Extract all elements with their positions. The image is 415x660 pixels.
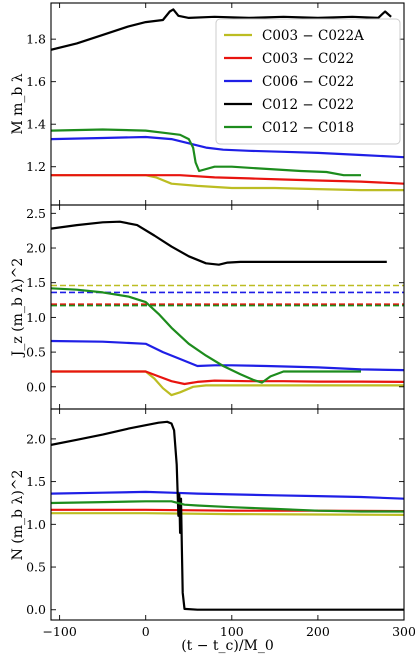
y-tick-label: 1.8 xyxy=(26,32,46,47)
x-tick-label: 100 xyxy=(220,624,244,639)
series-line-c012-c018 xyxy=(51,500,404,513)
y-tick-label: 2.0 xyxy=(26,241,46,256)
y-tick-label: 0.5 xyxy=(26,345,46,360)
y-axis-label: N (m_b λ)^2 xyxy=(10,470,26,561)
series-line-c006-c022 xyxy=(51,135,404,159)
y-tick-label: 1.5 xyxy=(26,275,46,290)
y-tick-label: 0.5 xyxy=(26,560,46,575)
series-line-c012-c018 xyxy=(51,287,361,384)
y-axis-label: M m_b λ xyxy=(10,73,26,134)
y-tick-label: 0.0 xyxy=(26,602,46,617)
x-tick-label: −100 xyxy=(42,624,76,639)
x-axis-label: (t − t_c)/M_0 xyxy=(181,638,274,654)
plot-frame xyxy=(50,408,405,621)
panel-1: 1.2 1.4 1.6 1.8 M m_b λ xyxy=(10,2,405,206)
plot-frame xyxy=(50,204,405,410)
legend-label: C006 − C022 xyxy=(262,74,354,90)
legend-box xyxy=(215,18,401,145)
panel-3: 0.0 0.5 1.0 1.5 2.0 −100 0 100 200 300 N (m_b λ)^2… xyxy=(10,408,415,654)
legend-label: C003 − C022 xyxy=(262,51,354,67)
y-tick-label: 1.0 xyxy=(26,517,46,532)
legend-label: C012 − C018 xyxy=(262,120,354,136)
series-line-c012-c022 xyxy=(51,420,404,611)
legend-label: C012 − C022 xyxy=(262,97,354,113)
series-line-c012-c022 xyxy=(51,220,387,266)
y-tick-label: 1.5 xyxy=(26,474,46,489)
series-line-c006-c022 xyxy=(51,490,404,500)
series-line-c003-c022a xyxy=(51,512,404,516)
y-tick-label: 0.0 xyxy=(26,379,46,394)
y-tick-label: 1.2 xyxy=(26,159,46,174)
series-line-c003-c022 xyxy=(51,370,404,386)
y-tick-label: 1.4 xyxy=(26,117,46,132)
x-tick-label: 300 xyxy=(392,624,415,639)
legend: C003 − C022A C003 − C022 C006 − C022 C012 −… xyxy=(215,18,401,145)
panel-2: 0.0 0.5 1.0 1.5 2.0 2.5 J_z (m_b λ)^2 xyxy=(10,204,405,410)
y-tick-label: 2.5 xyxy=(26,206,46,221)
y-tick-label: 2.0 xyxy=(26,431,46,446)
y-tick-label: 1.6 xyxy=(26,74,46,89)
series-line-c006-c022 xyxy=(51,339,404,372)
series-line-c003-c022a xyxy=(51,370,404,397)
y-axis-label: J_z (m_b λ)^2 xyxy=(10,258,26,359)
y-tick-label: 1.0 xyxy=(26,310,46,325)
legend-label: C003 − C022A xyxy=(262,28,364,44)
series-line-c012-c022 xyxy=(51,8,392,51)
series-line-c012-c018 xyxy=(51,128,361,177)
series-line-c003-c022 xyxy=(51,174,404,185)
x-tick-label: 200 xyxy=(306,624,330,639)
x-tick-label: 0 xyxy=(142,624,150,639)
